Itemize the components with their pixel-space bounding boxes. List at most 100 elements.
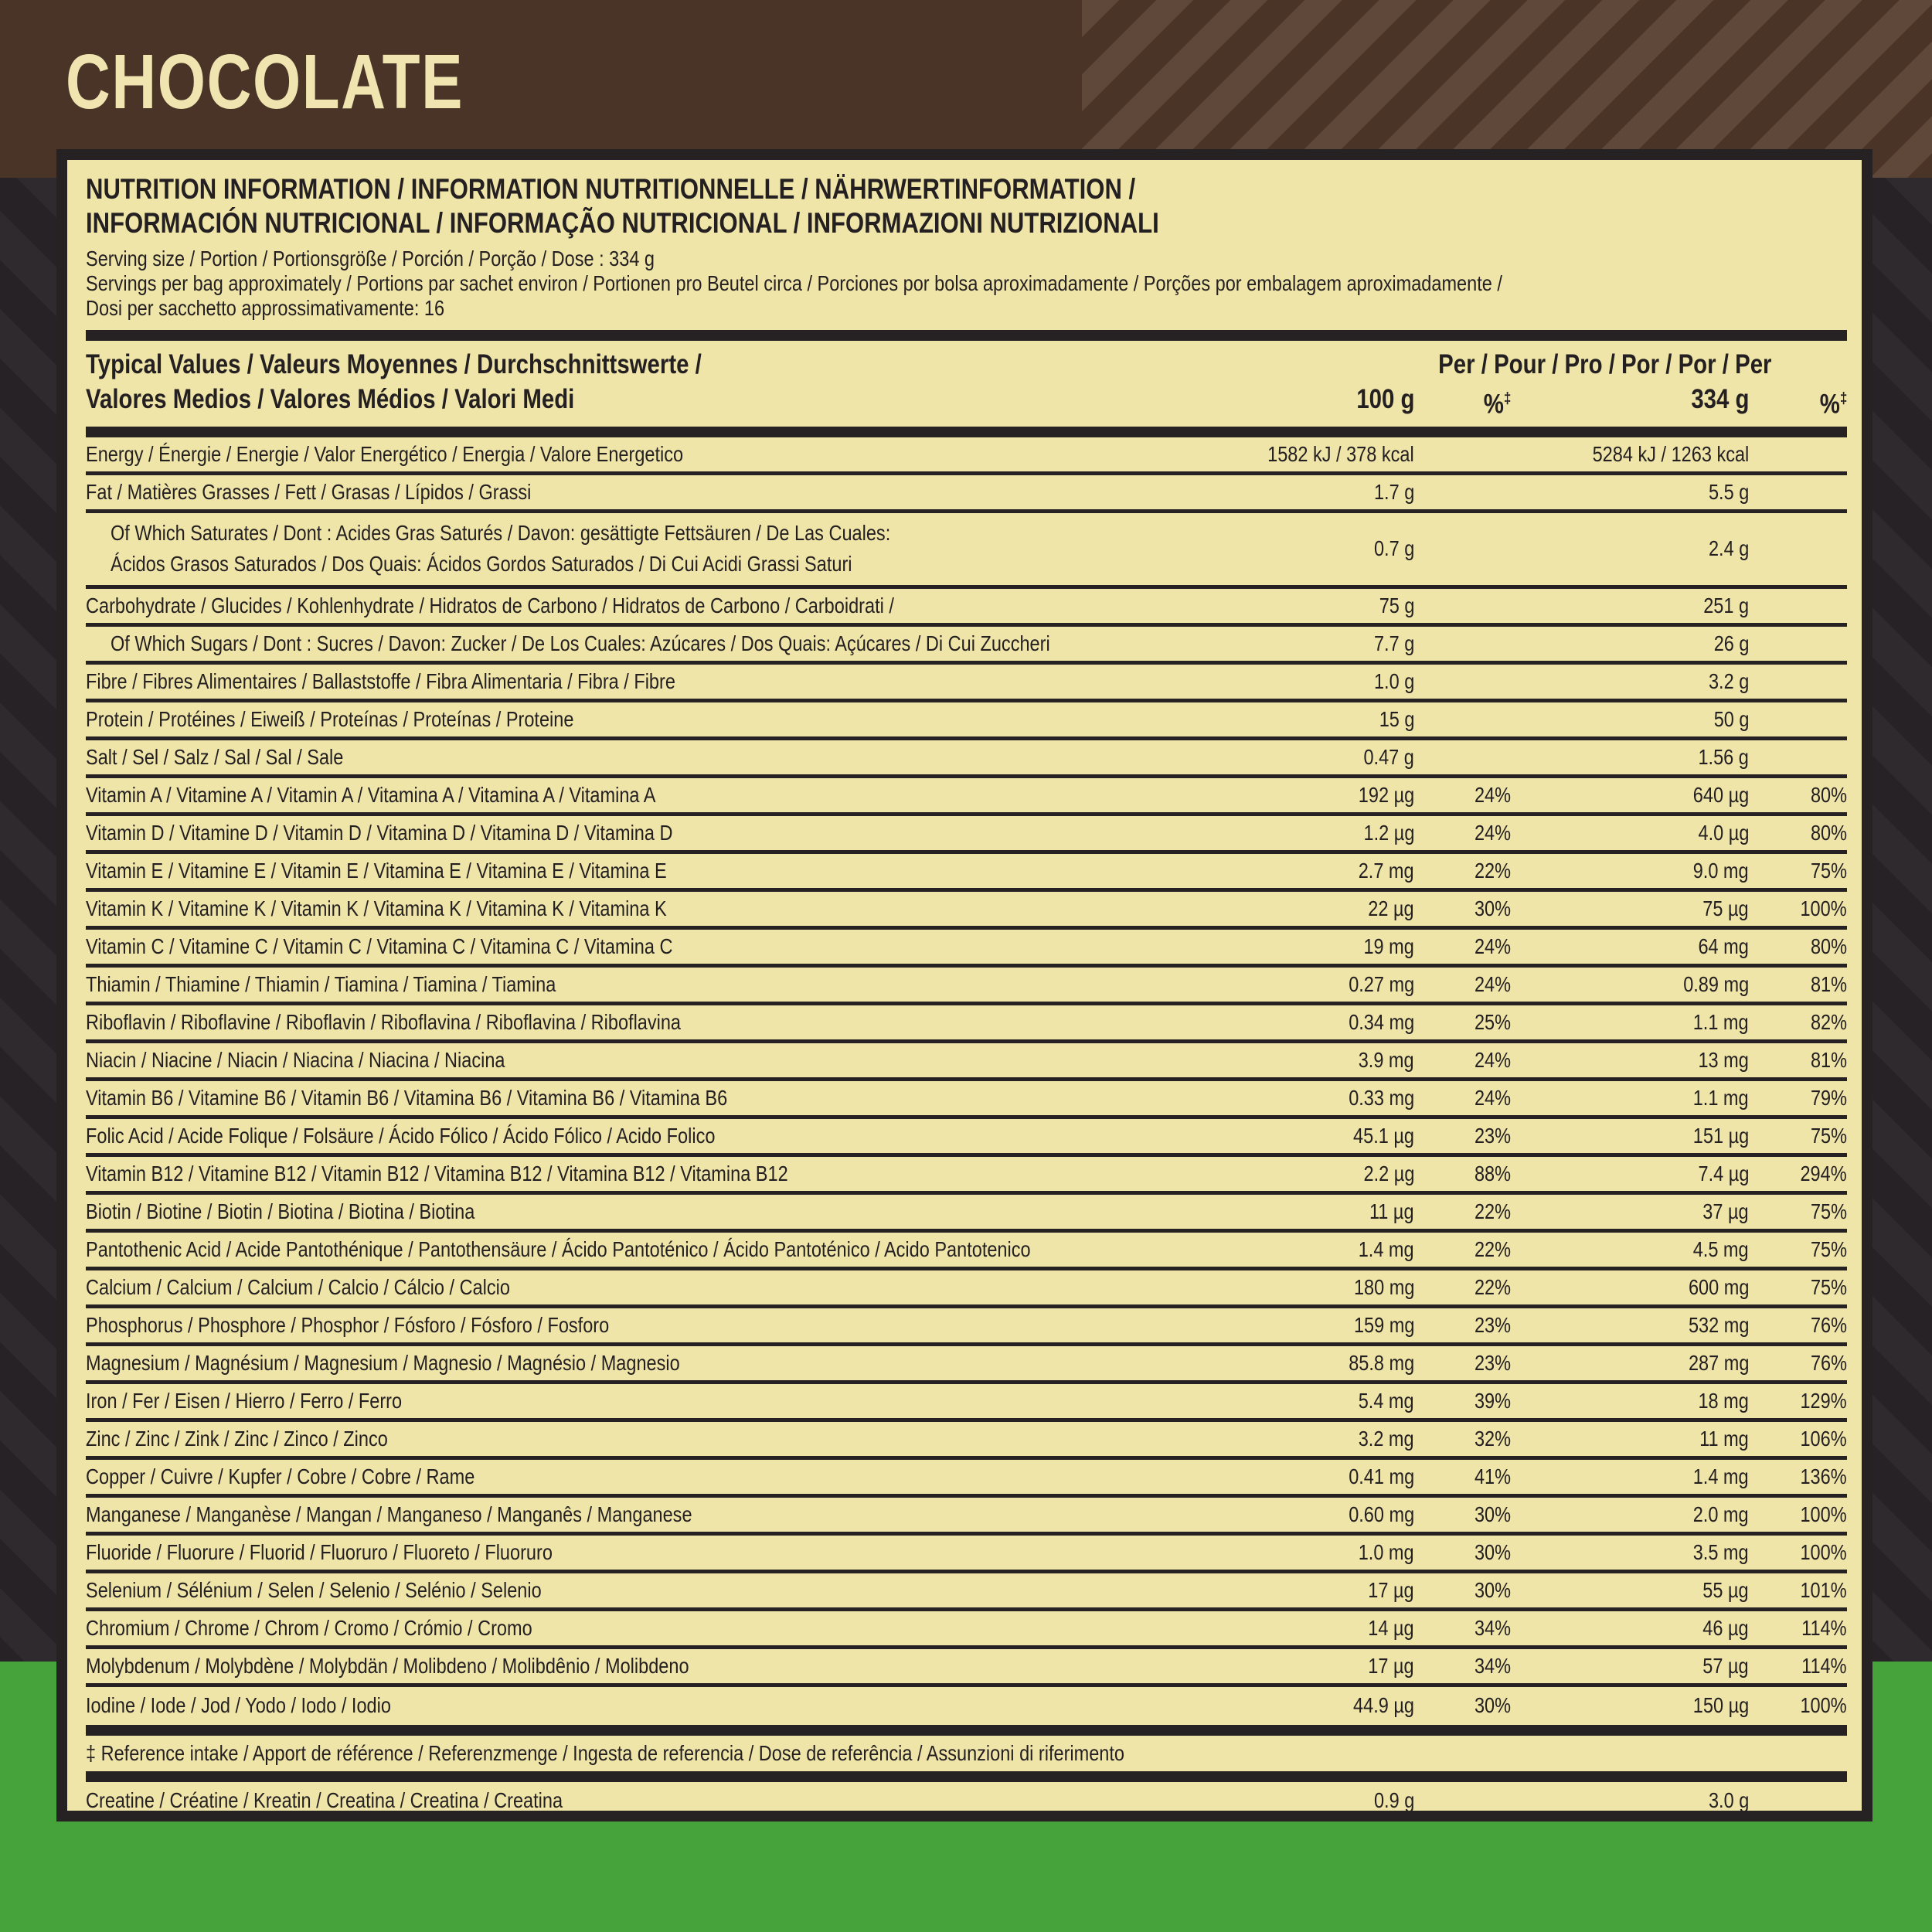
value-per-334g-text: 3.0 g: [1708, 1788, 1749, 1813]
pct-per-334g-text: 75%: [1810, 1123, 1847, 1148]
row-label: Selenium / Sélénium / Selen / Selenio / …: [86, 1575, 1159, 1606]
value-per-334g: 13 mg: [1511, 1048, 1749, 1073]
pct-per-334g-text: 114%: [1801, 1615, 1847, 1640]
row-label: Iron / Fer / Eisen / Hierro / Ferro / Fe…: [86, 1386, 1159, 1417]
row-label: Vitamin D / Vitamine D / Vitamin D / Vit…: [86, 818, 1159, 849]
table-row: Calcium / Calcium / Calcium / Calcio / C…: [86, 1270, 1847, 1308]
row-label-text: Zinc / Zinc / Zink / Zinc / Zinco / Zinc…: [86, 1426, 388, 1451]
col-header-pct-334g: %‡: [1819, 382, 1847, 422]
pct-per-334g-text: 75%: [1810, 1199, 1847, 1223]
value-per-100g-text: 0.41 mg: [1349, 1464, 1414, 1488]
row-label: Salt / Sel / Salz / Sal / Sal / Sale: [86, 742, 1159, 773]
value-per-334g: 1.1 mg: [1511, 1010, 1749, 1035]
value-per-100g-text: 15 g: [1379, 706, 1414, 731]
value-per-334g-text: 26 g: [1713, 631, 1749, 655]
row-label: Creatine / Créatine / Kreatin / Creatina…: [86, 1785, 1159, 1816]
value-per-100g-text: 17 µg: [1368, 1577, 1414, 1602]
value-per-100g-text: 0.7 g: [1373, 536, 1414, 561]
pct-per-334g: 114%: [1749, 1616, 1847, 1641]
value-per-100g: 1.7 g: [1159, 480, 1414, 505]
row-label-text: Creatine / Créatine / Kreatin / Creatina…: [86, 1788, 563, 1813]
pct-per-334g: 100%: [1749, 1502, 1847, 1527]
pct-per-334g: 80%: [1749, 783, 1847, 808]
value-per-100g-text: 1.0 mg: [1359, 1539, 1414, 1564]
value-per-334g: 7.4 µg: [1511, 1162, 1749, 1186]
value-per-334g: 2.4 g: [1511, 536, 1749, 561]
value-per-100g-text: 3.2 mg: [1359, 1426, 1414, 1451]
pct-per-334g: 81%: [1749, 972, 1847, 997]
value-per-100g: 2.2 µg: [1159, 1162, 1414, 1186]
heading-line2: INFORMACIÓN NUTRICIONAL / INFORMAÇÃO NUT…: [86, 207, 1159, 239]
pct-per-334g: 75%: [1749, 1275, 1847, 1300]
value-per-334g-text: 150 µg: [1692, 1693, 1749, 1718]
pct-per-334g: 82%: [1749, 1010, 1847, 1035]
row-label: Protein / Protéines / Eiweiß / Proteínas…: [86, 704, 1159, 735]
table-row: Vitamin E / Vitamine E / Vitamin E / Vit…: [86, 854, 1847, 892]
pct-per-334g-text: 81%: [1810, 1047, 1847, 1072]
value-per-100g: 1.2 µg: [1159, 821, 1414, 845]
pct-per-334g-text: 80%: [1810, 934, 1847, 958]
value-per-334g: 55 µg: [1511, 1578, 1749, 1603]
pct-per-100g: 41%: [1414, 1464, 1511, 1489]
pct-per-100g: 30%: [1414, 1693, 1511, 1718]
row-label-text: Fat / Matières Grasses / Fett / Grasas /…: [86, 479, 532, 504]
table-row: Chromium / Chrome / Chrom / Cromo / Cróm…: [86, 1611, 1847, 1649]
pct-per-334g-text: 75%: [1810, 1274, 1847, 1299]
percent-sign: %: [1819, 389, 1840, 420]
divider-bar: [86, 330, 1847, 341]
value-per-334g-text: 9.0 mg: [1693, 858, 1749, 883]
value-per-334g: 3.0 g: [1511, 1788, 1749, 1813]
row-label: Manganese / Manganèse / Mangan / Mangane…: [86, 1499, 1159, 1530]
value-per-334g-text: 5.5 g: [1708, 479, 1749, 504]
row-label-text: Vitamin C / Vitamine C / Vitamin C / Vit…: [86, 934, 673, 958]
row-label-text: Copper / Cuivre / Kupfer / Cobre / Cobre…: [86, 1464, 475, 1488]
row-label: Vitamin A / Vitamine A / Vitamin A / Vit…: [86, 780, 1159, 811]
row-label: Fat / Matières Grasses / Fett / Grasas /…: [86, 477, 1159, 508]
table-row: Vitamin A / Vitamine A / Vitamin A / Vit…: [86, 778, 1847, 816]
col-header-pct-100g: %‡: [1483, 382, 1511, 422]
value-per-100g-text: 75 g: [1379, 593, 1414, 617]
pct-per-100g-text: 39%: [1474, 1388, 1511, 1413]
pct-per-334g-text: 100%: [1800, 1539, 1847, 1564]
value-per-100g: 15 g: [1159, 707, 1414, 732]
pct-per-334g: 100%: [1749, 1540, 1847, 1565]
table-row: Creatine / Créatine / Kreatin / Creatina…: [86, 1782, 1847, 1820]
pct-per-334g-text: 81%: [1810, 971, 1847, 996]
value-per-100g-text: 19 mg: [1363, 934, 1414, 958]
col-header-334g: 334 g: [1690, 384, 1749, 414]
pct-per-100g: 30%: [1414, 1540, 1511, 1565]
pct-per-100g-text: 32%: [1474, 1426, 1511, 1451]
pct-per-100g: 22%: [1414, 859, 1511, 883]
table-header-columns: Per / Pour / Pro / Por / Por / Per 100 g…: [1159, 347, 1847, 422]
value-per-100g-text: 1.2 µg: [1363, 820, 1414, 845]
value-per-100g-text: 180 mg: [1353, 1274, 1414, 1299]
pct-per-100g-text: 30%: [1474, 1577, 1511, 1602]
divider-bar: [86, 1770, 1847, 1782]
pct-per-100g: 30%: [1414, 1578, 1511, 1603]
value-per-100g: 2.7 mg: [1159, 859, 1414, 883]
row-label: Zinc / Zinc / Zink / Zinc / Zinco / Zinc…: [86, 1423, 1159, 1454]
table-row: Niacin / Niacine / Niacin / Niacina / Ni…: [86, 1043, 1847, 1081]
value-per-334g: 26 g: [1511, 631, 1749, 656]
value-per-334g: 4.5 mg: [1511, 1237, 1749, 1262]
row-label-text-line2: Ácidos Grasos Saturados / Dos Quais: Áci…: [111, 552, 852, 577]
pct-per-100g: 34%: [1414, 1654, 1511, 1679]
percent-sign: %: [1483, 389, 1504, 420]
value-per-100g: 0.41 mg: [1159, 1464, 1414, 1489]
value-per-334g: 532 mg: [1511, 1313, 1749, 1338]
nutrient-rows: Energy / Énergie / Energie / Valor Energ…: [86, 437, 1847, 1725]
row-label-text: Biotin / Biotine / Biotin / Biotina / Bi…: [86, 1199, 475, 1223]
value-per-100g: 0.60 mg: [1159, 1502, 1414, 1527]
value-per-100g: 0.33 mg: [1159, 1086, 1414, 1111]
value-per-100g-text: 0.9 g: [1373, 1788, 1414, 1813]
row-label-text: Vitamin B12 / Vitamine B12 / Vitamin B12…: [86, 1161, 788, 1185]
row-label: Vitamin B6 / Vitamine B6 / Vitamin B6 / …: [86, 1083, 1159, 1114]
table-row: Phosphorus / Phosphore / Phosphor / Fósf…: [86, 1308, 1847, 1346]
value-per-100g-text: 0.60 mg: [1349, 1502, 1414, 1526]
table-row: Folic Acid / Acide Folique / Folsäure / …: [86, 1119, 1847, 1157]
per-header: Per / Pour / Pro / Por / Por / Per: [1437, 349, 1771, 379]
nutrition-panel: NUTRITION INFORMATION / INFORMATION NUTR…: [56, 149, 1872, 1821]
pct-per-100g-text: 22%: [1474, 1236, 1511, 1261]
value-per-100g: 85.8 mg: [1159, 1351, 1414, 1376]
